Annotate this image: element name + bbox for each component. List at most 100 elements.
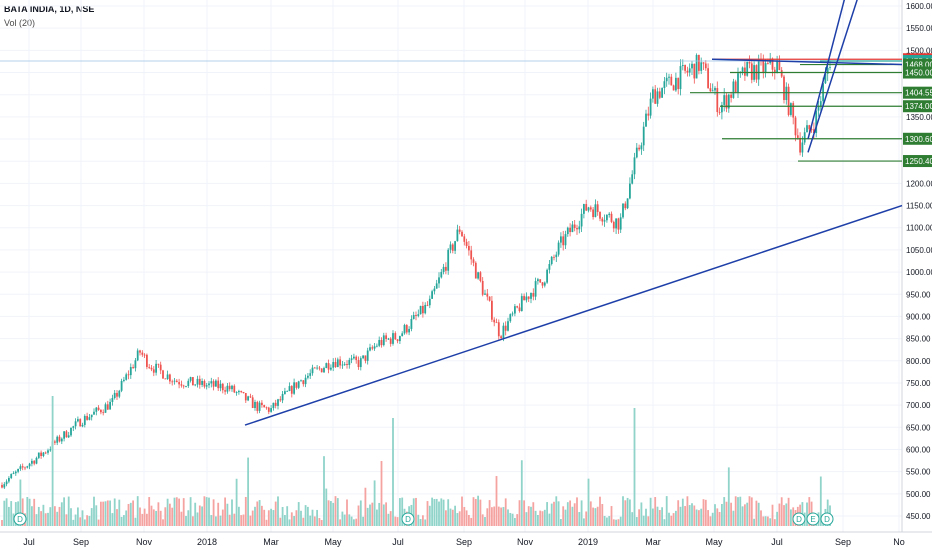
candle-body — [656, 91, 659, 104]
x-tick-label: No — [893, 537, 905, 547]
volume-bar — [166, 498, 169, 526]
volume-bar — [311, 509, 314, 526]
volume-bar — [231, 499, 233, 526]
y-tick-label: 850.00 — [906, 335, 931, 344]
candle-body — [626, 198, 629, 209]
volume-bar — [366, 507, 369, 526]
volume-bar — [385, 502, 387, 526]
volume-bar — [493, 506, 496, 526]
y-tick-label: 1500.00 — [906, 46, 932, 55]
candle-body — [95, 407, 98, 412]
volume-bar — [491, 507, 493, 526]
trendline — [807, 0, 858, 153]
volume-bar — [463, 506, 466, 526]
y-tick-label: 650.00 — [906, 423, 931, 432]
volume-bar — [468, 514, 470, 526]
volume-bar — [208, 497, 210, 526]
volume-bar — [780, 497, 783, 526]
candle-body — [341, 364, 344, 366]
event-marker-circle — [820, 512, 834, 526]
candle-body — [343, 363, 346, 365]
volume-bar — [212, 499, 215, 526]
candle-body — [744, 67, 746, 76]
candle-body — [785, 86, 788, 100]
volume-bar — [19, 479, 22, 526]
volume-bar — [631, 512, 634, 526]
candle-body — [583, 204, 585, 214]
candle-body — [256, 401, 259, 411]
event-marker-circle — [401, 512, 415, 526]
candle-body — [235, 392, 238, 393]
volume-bar — [504, 498, 507, 526]
candle-body — [304, 377, 307, 385]
candle-body — [187, 380, 190, 387]
volume-bar — [417, 514, 420, 526]
candle-body — [709, 88, 712, 92]
candle-body — [357, 360, 360, 368]
volume-bar — [603, 515, 606, 526]
volume-bar — [624, 500, 627, 526]
candle-body — [560, 236, 562, 243]
candle-body — [226, 385, 229, 392]
volume-bar — [518, 500, 521, 526]
candle-body — [378, 339, 381, 346]
volume-bar — [553, 501, 555, 526]
candle-body — [118, 390, 121, 397]
volume-bar — [399, 498, 401, 526]
volume-bar — [284, 515, 286, 526]
volume-bar — [776, 511, 778, 526]
candle-body — [658, 91, 661, 98]
candle-body — [799, 137, 801, 153]
candle-body — [396, 339, 399, 342]
candle-body — [157, 363, 160, 365]
volume-bar — [77, 507, 79, 526]
volume-bar — [343, 514, 346, 526]
volume-bar — [675, 510, 677, 526]
candle-body — [783, 76, 785, 100]
candle-body — [307, 375, 309, 378]
x-tick-label: Sep — [835, 537, 851, 547]
volume-bar — [447, 499, 450, 526]
volume-bar — [217, 502, 220, 526]
candle-body — [468, 245, 470, 251]
volume-bar — [714, 504, 716, 526]
candle-body — [504, 325, 507, 331]
candle-body — [829, 67, 831, 68]
volume-bar — [433, 499, 436, 526]
volume-bar — [396, 517, 399, 526]
volume-bar — [527, 506, 530, 526]
volume-bar — [274, 501, 277, 526]
volume-bar — [327, 500, 330, 526]
candle-body — [19, 466, 22, 469]
candle-body — [54, 441, 56, 443]
candle-body — [647, 113, 650, 116]
candle-body — [49, 449, 52, 451]
candle-body — [332, 362, 335, 368]
volume-bar — [502, 507, 505, 526]
volume-bar — [382, 504, 385, 526]
x-tick-label: May — [324, 537, 342, 547]
volume-bar — [771, 504, 774, 526]
candle-body — [288, 386, 291, 391]
candle-body — [42, 452, 45, 457]
volume-bar — [350, 516, 353, 526]
candle-body — [456, 229, 459, 242]
volume-bar — [267, 510, 270, 526]
candle-body — [10, 474, 13, 479]
candle-body — [419, 305, 422, 315]
candle-body — [24, 467, 26, 469]
candle-body — [353, 356, 355, 359]
y-tick-label: 500.00 — [906, 490, 931, 499]
candle-body — [675, 77, 677, 91]
volume-bar — [215, 516, 217, 526]
candle-body — [587, 207, 590, 211]
candle-body — [334, 362, 337, 368]
candle-body — [143, 354, 146, 356]
volume-bar — [26, 496, 29, 526]
candle-body — [274, 402, 277, 406]
candle-body — [451, 244, 454, 251]
candle-body — [532, 292, 535, 297]
volume-bar — [550, 503, 553, 526]
volume-bar — [58, 506, 61, 526]
